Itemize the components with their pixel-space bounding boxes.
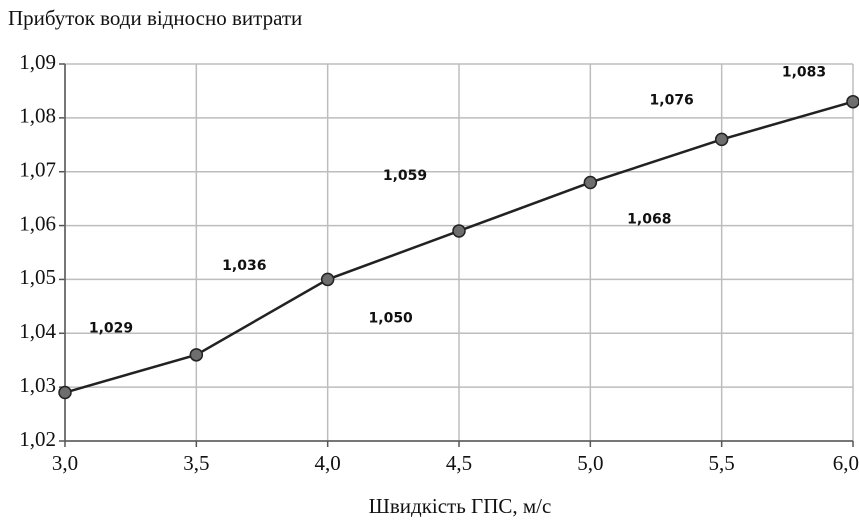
y-tick-label: 1,07 xyxy=(19,158,56,182)
data-point xyxy=(320,272,335,287)
y-tick-label: 1,02 xyxy=(19,427,56,451)
x-tick-label: 3,5 xyxy=(183,451,209,475)
data-point xyxy=(452,224,466,238)
y-tick-label: 1,03 xyxy=(19,373,56,397)
y-tick-label: 1,05 xyxy=(19,265,56,289)
x-tick-label: 3,0 xyxy=(52,451,78,475)
data-label: 1,068 xyxy=(627,211,671,227)
data-point xyxy=(189,348,204,362)
chart-title: Прибуток води відносно витрати xyxy=(8,6,302,30)
data-point xyxy=(846,94,859,109)
y-tick-label: 1,06 xyxy=(19,211,56,235)
data-label: 1,036 xyxy=(222,258,266,274)
data-label: 1,059 xyxy=(383,168,427,184)
data-label: 1,050 xyxy=(369,310,414,326)
y-tick-label: 1,08 xyxy=(19,104,56,128)
data-label: 1,029 xyxy=(89,321,133,337)
x-axis-label: Швидкість ГПС, м/с xyxy=(369,494,552,518)
x-tick-label: 5,0 xyxy=(577,451,603,475)
data-point xyxy=(583,175,598,190)
y-tick-label: 1,04 xyxy=(19,319,56,343)
data-label: 1,083 xyxy=(782,65,826,81)
data-label: 1,076 xyxy=(650,92,694,108)
x-tick-label: 4,5 xyxy=(446,451,472,475)
x-tick-label: 5,5 xyxy=(709,451,735,475)
y-tick-label: 1,09 xyxy=(19,50,56,74)
data-point xyxy=(714,132,729,147)
x-tick-label: 4,0 xyxy=(315,451,341,475)
x-tick-label: 6,0 xyxy=(833,451,859,475)
data-point xyxy=(58,385,72,400)
